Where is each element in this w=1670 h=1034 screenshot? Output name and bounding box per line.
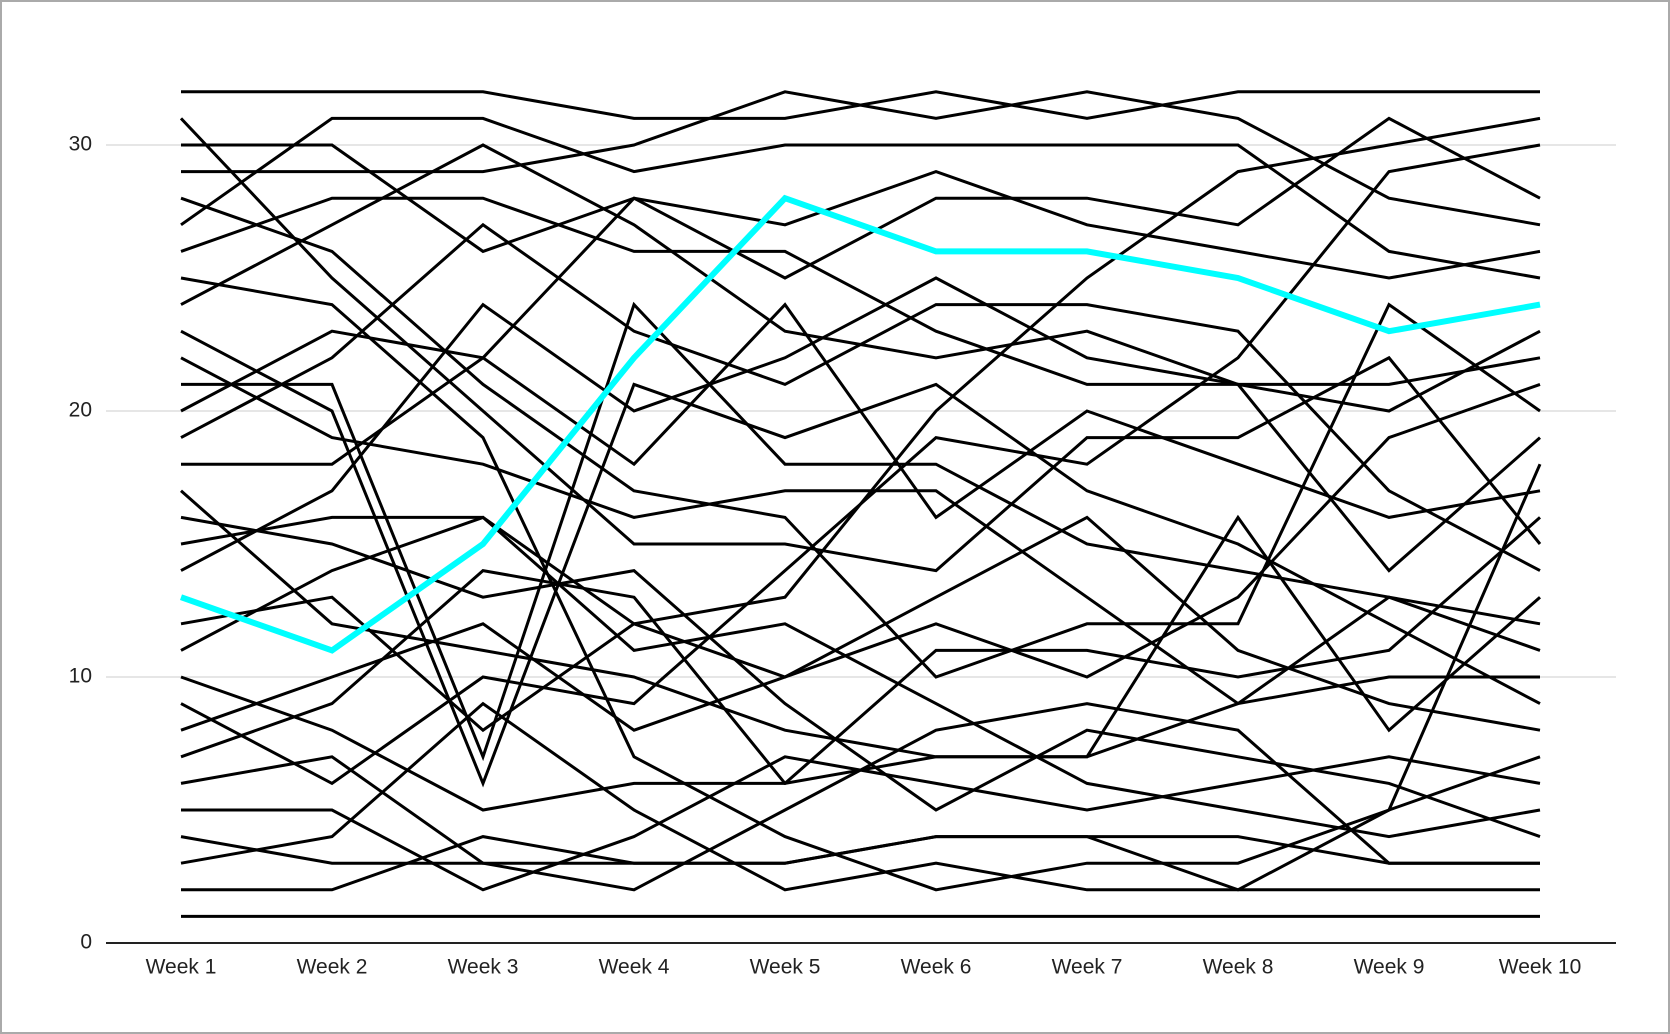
y-tick-label: 10: [69, 665, 92, 688]
series-line: [180, 489, 1541, 759]
series-line: [181, 90, 1540, 120]
y-tick-label: 20: [69, 399, 92, 422]
x-tick-label: Week 2: [297, 956, 368, 979]
series-line: [180, 515, 1541, 732]
x-tick-label: Week 8: [1203, 956, 1274, 979]
x-tick-label: Week 3: [448, 956, 519, 979]
series-line: [181, 116, 1541, 280]
x-tick-label: Week 9: [1354, 956, 1425, 979]
series-line: [180, 382, 1541, 733]
x-tick-label: Week 1: [146, 956, 217, 979]
series-line: [179, 117, 1542, 573]
series-line: [180, 755, 1541, 892]
y-tick-label: 0: [80, 931, 92, 954]
series-line: [180, 516, 1541, 812]
series-line: [180, 276, 1542, 892]
series-line: [180, 143, 1541, 573]
x-tick-label: Week 7: [1052, 956, 1123, 979]
series-line: [180, 196, 1541, 679]
x-tick-label: Week 6: [901, 956, 972, 979]
series-line: [181, 170, 1541, 466]
x-tick-label: Week 5: [750, 956, 821, 979]
series-line: [180, 194, 1541, 654]
series-line: [180, 116, 1541, 280]
x-tick-label: Week 10: [1499, 956, 1582, 979]
x-tick-label: Week 4: [599, 956, 670, 979]
y-tick-label: 30: [69, 133, 92, 156]
series-line: [180, 356, 1540, 706]
series-line: [180, 515, 1541, 839]
